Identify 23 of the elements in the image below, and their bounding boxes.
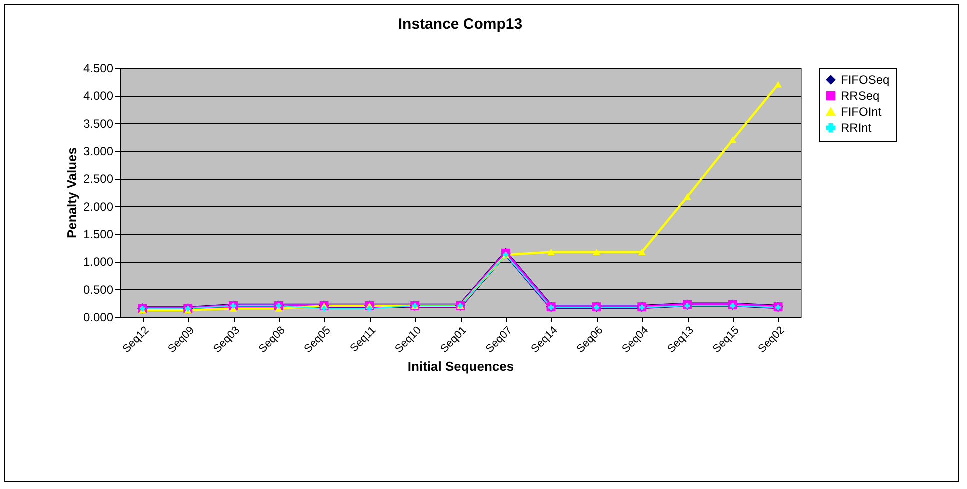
point (684, 194, 692, 200)
y-tick-label: 0.500 (83, 282, 114, 297)
x-axis-title: Initial Sequences (408, 358, 514, 374)
y-tick-label: 3.500 (83, 116, 114, 131)
legend-label: RRInt (841, 121, 872, 135)
point (774, 81, 782, 88)
point (592, 249, 600, 256)
y-tick-label: 1.500 (83, 228, 114, 242)
chart-title: Instance Comp13 (398, 16, 523, 33)
point (729, 136, 737, 144)
y-tick-label: 4.500 (83, 62, 114, 76)
y-tick-label: 4.000 (83, 89, 114, 104)
y-tick-label: 2.500 (83, 172, 114, 186)
y-tick-label: 3.000 (83, 144, 114, 158)
y-tick-label: 2.000 (83, 200, 114, 214)
legend-label: FIFOSeq (841, 73, 890, 87)
y-axis-title: Penalty Values (64, 147, 80, 239)
y-tick-label: 1.000 (83, 255, 114, 270)
legend-label: FIFOInt (841, 105, 882, 119)
y-tick-label: 0.000 (83, 310, 114, 324)
point (548, 249, 556, 256)
legend-label: RRSeq (841, 89, 880, 103)
point (638, 249, 646, 256)
